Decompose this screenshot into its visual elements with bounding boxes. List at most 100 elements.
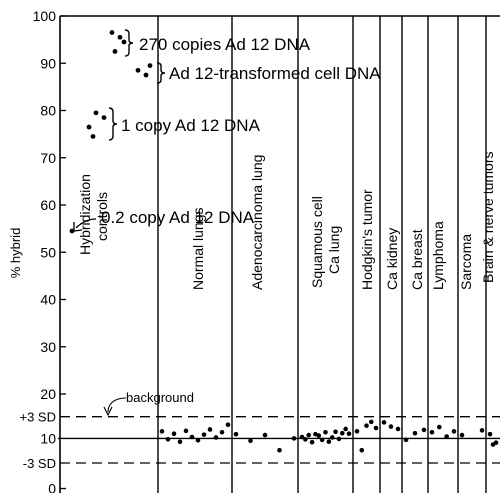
data-point	[262, 432, 268, 438]
brace-transformed-cell	[156, 62, 166, 84]
data-point	[479, 428, 485, 433]
y-tick-label: 50	[40, 244, 56, 260]
data-point	[319, 437, 325, 443]
annotation-1-copy: 1 copy Ad 12 DNA	[121, 116, 261, 135]
annotation-0-2-copy: 0.2 copy Ad 12 DNA	[101, 208, 255, 227]
data-point	[277, 447, 282, 453]
y-tick-label: 20	[40, 386, 56, 402]
data-point	[326, 439, 332, 445]
y-tick-label: 40	[40, 292, 56, 308]
group-label: Ca breast	[409, 229, 425, 290]
data-point	[421, 427, 427, 433]
data-point	[195, 438, 201, 443]
control-point	[93, 110, 99, 116]
y-tick-label: 0	[48, 481, 56, 493]
group-label: Sarcoma	[458, 234, 474, 290]
data-point	[395, 426, 401, 432]
data-point	[451, 429, 457, 434]
group-label-line: Squamous cell	[309, 196, 325, 288]
annotation-transformed-cell: Ad 12-transformed cell DNA	[169, 64, 381, 83]
group-label-line: controls	[94, 192, 110, 241]
control-point	[117, 34, 123, 40]
data-point	[364, 423, 369, 428]
group-label-line: Ca lung	[326, 226, 342, 274]
data-point	[336, 436, 342, 442]
data-point	[437, 424, 442, 430]
data-point	[343, 426, 348, 432]
data-point	[219, 429, 225, 435]
data-point	[201, 432, 207, 437]
data-point	[207, 427, 213, 432]
control-point	[69, 228, 75, 234]
data-point	[159, 429, 165, 434]
data-point	[309, 439, 315, 445]
y-tick-label: 100	[33, 8, 57, 24]
data-point	[354, 429, 360, 434]
group-label: Ca kidney	[384, 228, 400, 290]
data-point	[493, 440, 499, 445]
data-point	[346, 431, 352, 436]
brace-1-copy	[108, 107, 118, 141]
data-point	[373, 425, 379, 431]
data-point	[303, 437, 308, 442]
data-point	[388, 424, 394, 429]
data-point	[165, 437, 171, 442]
y-tick-label: 30	[40, 339, 56, 355]
data-point	[368, 419, 374, 425]
data-point	[189, 434, 195, 440]
data-point	[171, 431, 177, 436]
background-arrow	[107, 397, 127, 413]
data-point	[381, 420, 387, 425]
data-point	[183, 428, 189, 434]
arrow-0-2-copy	[75, 218, 97, 229]
y-ticks: 0 20 30 40 50 60 70 80 90 100 10 +3 SD -3 SD	[20, 8, 66, 493]
data-point	[323, 429, 328, 435]
group-labels: Hybridizationcontrols Normal lungs Adenoca…	[77, 152, 496, 291]
y-tick-label: 80	[40, 103, 56, 119]
y-axis-title: % hybrid	[8, 228, 23, 279]
control-point	[121, 39, 127, 45]
data-point	[225, 422, 231, 428]
y-tick-label: 70	[40, 150, 56, 166]
data-point	[299, 434, 305, 440]
control-point	[135, 67, 141, 73]
control-point	[90, 134, 96, 139]
data-point	[306, 432, 312, 438]
group-label: Hybridizationcontrols	[77, 174, 110, 255]
control-annotations: 270 copies Ad 12 DNA Ad 12-transformed c…	[73, 29, 381, 232]
data-point	[291, 436, 297, 441]
data-point	[359, 447, 365, 453]
group-label: Lymphoma	[430, 221, 446, 290]
sd-tick-label: -3 SD	[23, 456, 56, 471]
background-arrowhead	[103, 406, 113, 417]
data-point	[459, 432, 465, 438]
data-point	[429, 429, 435, 435]
control-point	[143, 72, 149, 78]
group-label: Squamous cellCa lung	[309, 196, 342, 288]
data-point	[403, 437, 409, 443]
data-point	[233, 431, 239, 437]
group-dividers	[157, 16, 487, 493]
sd-tick-label: +3 SD	[20, 410, 57, 425]
control-point	[112, 49, 118, 54]
background-label: background	[126, 390, 194, 405]
annotation-270-copies: 270 copies Ad 12 DNA	[139, 35, 311, 54]
axes	[59, 15, 500, 493]
control-point	[86, 124, 92, 130]
y-tick-label: 90	[40, 55, 56, 71]
data-point	[177, 439, 183, 445]
data-point	[412, 430, 418, 436]
group-label-line: Hybridization	[77, 174, 93, 255]
group-label: Adenocarcinoma lung	[249, 155, 265, 290]
control-point	[101, 115, 107, 120]
y-tick-label: 10	[40, 430, 56, 446]
data-point	[487, 431, 493, 437]
data-point	[444, 434, 449, 439]
data-point	[329, 435, 335, 440]
data-point	[248, 438, 253, 444]
control-point	[147, 63, 153, 69]
reference-lines	[58, 416, 500, 464]
y-tick-label: 60	[40, 197, 56, 213]
group-label: Brain & nerve tumors	[480, 152, 496, 284]
data-point	[339, 430, 345, 436]
